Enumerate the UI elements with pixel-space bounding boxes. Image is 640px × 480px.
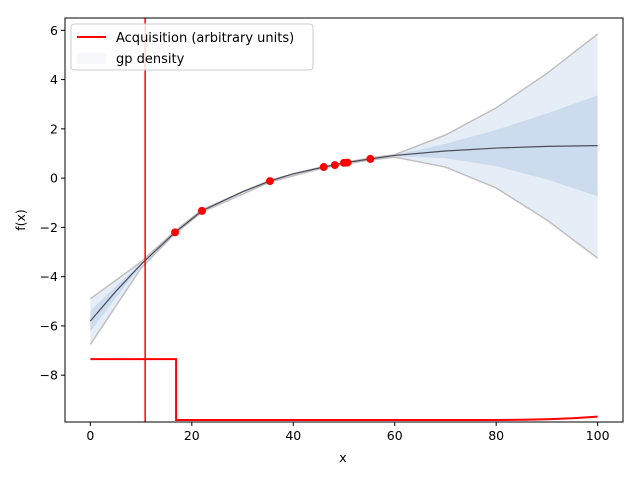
observation-point <box>319 163 328 172</box>
x-tick-label: 0 <box>86 428 94 443</box>
y-tick-label: 0 <box>50 171 58 186</box>
observation-point <box>265 177 274 186</box>
x-axis-label: x <box>339 450 346 465</box>
gp-density-band <box>90 34 598 345</box>
observation-point <box>171 228 180 237</box>
y-tick-label: −8 <box>40 368 58 383</box>
y-tick-label: −2 <box>40 220 58 235</box>
legend-acquisition-label: Acquisition (arbitrary units) <box>116 31 294 46</box>
axis-ticks: 0 20 40 60 80 100 −8 −6 −4 −2 0 2 4 6 <box>40 23 610 443</box>
x-tick-label: 80 <box>488 428 504 443</box>
x-tick-label: 100 <box>586 428 610 443</box>
legend-box <box>70 23 314 71</box>
legend-density-label: gp density <box>116 52 185 67</box>
x-tick-label: 20 <box>184 428 200 443</box>
legend: Acquisition (arbitrary units) gp density <box>70 23 314 71</box>
legend-density-swatch <box>77 53 106 64</box>
plot-area <box>89 18 599 422</box>
y-tick-label: −4 <box>40 269 58 284</box>
y-tick-label: 6 <box>50 23 58 38</box>
y-tick-label: 4 <box>50 72 58 87</box>
observation-point <box>197 206 206 215</box>
observation-point <box>330 161 339 170</box>
y-tick-label: −6 <box>40 318 58 333</box>
y-axis-label: f(x) <box>13 209 28 231</box>
gp-mean-line <box>89 145 598 322</box>
x-tick-label: 40 <box>285 428 301 443</box>
axes-frame <box>64 17 624 423</box>
observation-point <box>366 154 375 163</box>
observation-point <box>343 158 352 167</box>
y-tick-label: 2 <box>50 121 58 136</box>
gp-density-core <box>90 95 598 332</box>
acquisition-line <box>90 358 598 422</box>
x-tick-label: 60 <box>387 428 403 443</box>
